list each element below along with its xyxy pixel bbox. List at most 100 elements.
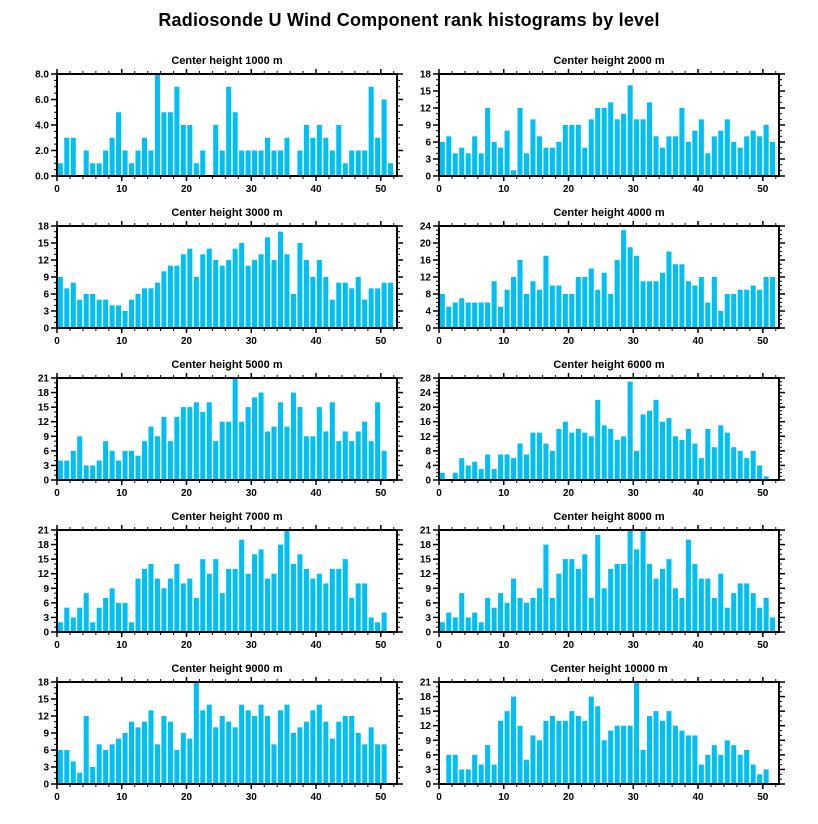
bar [666,559,672,632]
bar [452,472,458,480]
bar [265,578,271,632]
bar [705,153,711,176]
subplot-4: Center height 4000 m 0 10 20 30 40 50 0 4 8 12 16 20… [420,207,785,347]
bar [634,450,640,480]
x-tick-label: 10 [116,488,128,499]
x-tick-label: 0 [436,336,442,347]
bar [498,306,504,328]
bar [349,716,355,784]
bar [277,150,284,176]
bar [472,302,478,328]
bar [336,282,342,328]
bar [77,436,83,480]
bar [277,402,284,480]
bar [536,588,542,632]
bar [252,716,258,784]
bar [284,426,290,480]
y-tick-label: 4.0 [35,121,49,132]
bar [491,469,497,480]
bar [569,559,575,632]
bar [290,392,296,480]
x-tick-label: 0 [54,488,60,499]
bar [659,720,666,784]
bar [135,294,141,328]
bar [647,281,653,328]
bar [556,429,562,480]
bar [653,399,659,480]
x-tick-label: 0 [436,792,442,803]
bar [627,85,633,176]
bar [737,583,743,632]
x-tick-label: 40 [692,184,704,195]
bar [141,568,148,632]
bar [368,727,374,784]
x-tick-label: 30 [628,336,640,347]
x-tick-label: 20 [563,640,575,651]
bar [193,402,199,480]
bar [672,725,678,784]
bar [362,299,368,328]
bar [297,243,303,328]
bar [329,738,335,784]
bar [595,289,601,328]
bar [174,86,180,176]
y-tick-label: 12 [420,721,432,732]
y-tick-label: 6 [43,598,49,609]
bar [724,740,730,784]
bar [116,112,122,176]
bar [329,299,335,328]
bar [103,150,109,176]
bar [129,721,135,784]
bar [523,759,530,784]
bar [711,598,717,632]
bar [349,598,355,632]
bar [672,136,678,176]
bar [621,436,627,480]
bar [465,153,471,176]
y-tick-label: 0 [43,476,49,487]
bar [601,588,607,632]
bar [523,602,530,632]
bar [621,564,627,632]
bar [329,568,335,632]
bar [750,450,756,480]
bar [536,432,542,480]
bar [388,163,394,176]
bar [213,441,219,480]
bar [549,598,555,632]
bar [245,407,251,480]
x-tick-label: 30 [628,640,640,651]
y-tick-label: 6 [425,138,431,149]
bar [90,622,96,632]
bar [193,598,199,632]
subplot-1: Center height 1000 m 0 10 20 30 40 50 0.0 2.0 4.0… [35,55,403,195]
y-tick-label: 15 [38,695,50,706]
bar [323,721,329,784]
bar [588,119,594,176]
bar [252,260,258,328]
y-tick-label: 18 [420,70,432,81]
bar [439,622,445,632]
bar [491,764,497,784]
x-tick-label: 40 [692,792,704,803]
bar [511,696,517,784]
bar [310,137,316,176]
bar [556,285,562,328]
bar [562,720,568,784]
bar [621,230,627,328]
bar [193,277,199,328]
bar [200,254,206,328]
bar [601,272,607,328]
bar [381,450,387,480]
bar [174,750,180,784]
bar [271,426,277,480]
bar [290,294,296,328]
bar [595,706,601,784]
bar [685,429,691,480]
bar [310,710,316,784]
x-tick-label: 30 [628,792,640,803]
bar [232,378,238,480]
bar [174,564,180,632]
y-tick-label: 15 [38,555,50,566]
bar [737,147,743,176]
